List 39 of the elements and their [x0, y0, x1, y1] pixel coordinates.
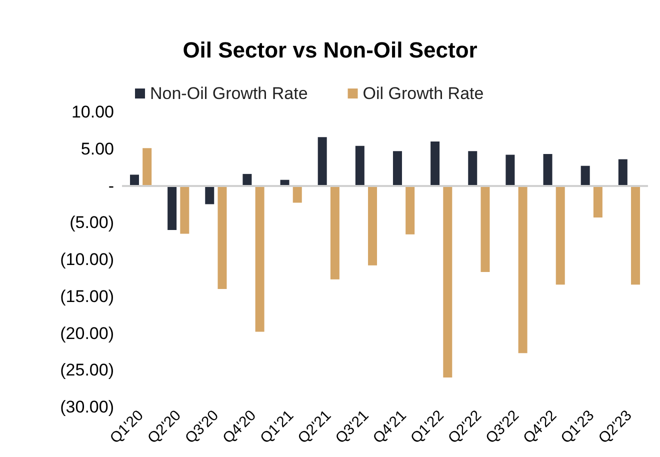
y-tick-label: 5.00 [80, 139, 114, 158]
bar [130, 174, 139, 186]
bar [218, 186, 227, 289]
y-tick-label: (15.00) [60, 286, 114, 306]
bar [255, 186, 264, 332]
bar [392, 151, 402, 186]
y-tick-label: (30.00) [60, 398, 114, 416]
bar [368, 186, 378, 266]
bar [205, 186, 214, 204]
y-tick-label: (20.00) [60, 324, 114, 343]
y-tick-label: 10.00 [71, 102, 114, 122]
legend-label: Oil Growth Rate [362, 84, 484, 103]
bar [593, 186, 602, 218]
y-tick-label: (10.00) [60, 250, 114, 269]
bar [318, 137, 327, 186]
legend-label: Non-Oil Growth Rate [150, 84, 308, 103]
bar [168, 186, 177, 230]
chart-title: Oil Sector vs Non-Oil Sector [182, 38, 478, 62]
bar [406, 186, 415, 234]
bar [543, 154, 552, 186]
bar [580, 166, 590, 186]
bar [242, 174, 252, 186]
bar [292, 186, 302, 203]
bar [468, 151, 478, 186]
bar [518, 186, 528, 354]
bar [618, 159, 628, 186]
bar [330, 186, 340, 280]
bar [556, 186, 565, 285]
bar [430, 142, 440, 186]
bar [355, 146, 364, 186]
y-tick-label: (5.00) [70, 213, 114, 232]
bar [142, 148, 152, 186]
bar [180, 186, 190, 234]
bar [443, 186, 452, 378]
y-tick-label: - [108, 176, 114, 196]
y-tick-label: (25.00) [60, 360, 114, 380]
bar [631, 186, 640, 285]
bar [480, 186, 490, 272]
bar [506, 154, 515, 186]
